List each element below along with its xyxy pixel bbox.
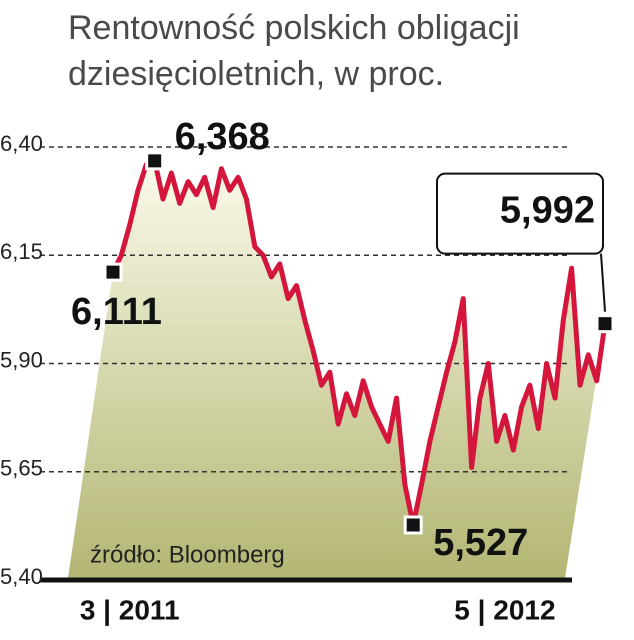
- line: [110, 158, 608, 528]
- x-tick-label: 3 | 2011: [80, 594, 180, 625]
- labels: 5,40 5,65 5,90 6,15 6,40 6,111 6,368 5,527 5,992…: [0, 116, 606, 625]
- point-marker: [595, 314, 615, 334]
- area: [68, 160, 605, 578]
- marks: [103, 151, 615, 535]
- callout: [436, 172, 606, 312]
- point-marker: [403, 515, 423, 535]
- y-tick-label: 6,15: [0, 239, 43, 264]
- x-tick-label: 5 | 2012: [454, 594, 555, 625]
- y-tick-label: 5,65: [0, 456, 43, 481]
- y-tick-label: 5,90: [0, 347, 43, 372]
- y-tick-label: 5,40: [0, 564, 43, 589]
- value-label: 6,111: [71, 291, 162, 333]
- point-marker: [145, 151, 165, 171]
- chart-title: Rentowność polskich obligacji dziesięciol…: [68, 9, 520, 93]
- y-tick-label: 6,40: [0, 131, 43, 156]
- plot-area: [68, 160, 605, 578]
- value-label: 5,992: [500, 190, 595, 232]
- source: źródło: Bloomberg: [90, 541, 285, 568]
- grid: [40, 146, 572, 583]
- point-marker: [103, 262, 123, 282]
- value-label: 6,368: [175, 116, 270, 158]
- value-label: 5,527: [433, 522, 528, 564]
